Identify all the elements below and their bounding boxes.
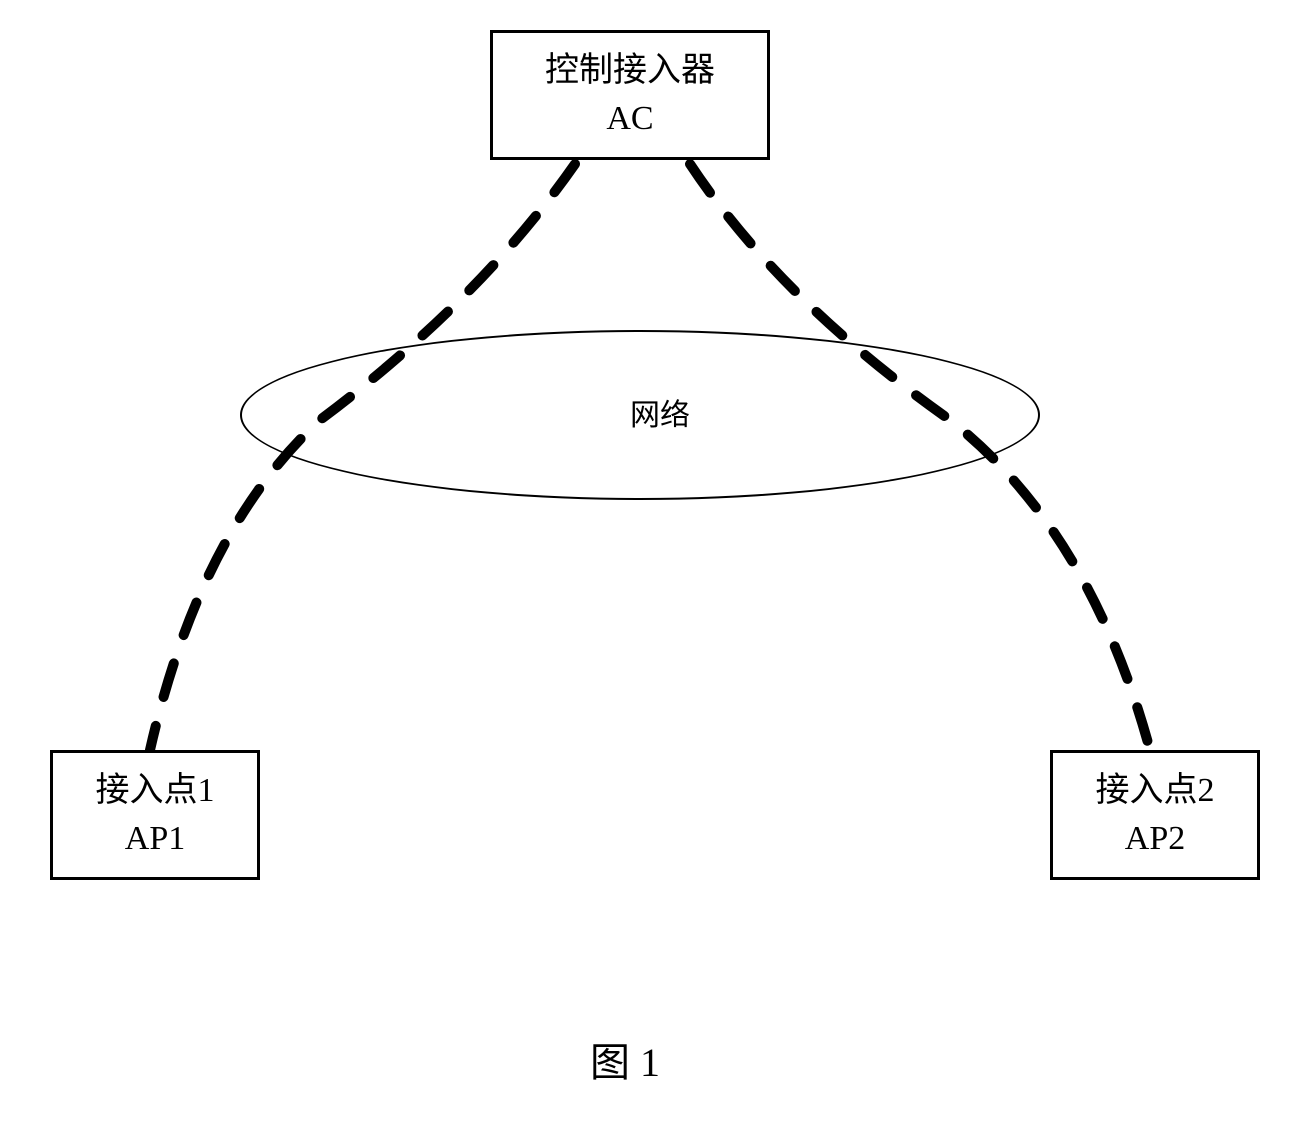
node-ap1-label-en: AP1 bbox=[125, 815, 185, 863]
node-ap2-label-cn: 接入点2 bbox=[1096, 767, 1215, 815]
node-ac: 控制接入器 AC bbox=[490, 30, 770, 160]
node-ac-label-en: AC bbox=[606, 95, 653, 143]
node-ap2: 接入点2 AP2 bbox=[1050, 750, 1260, 880]
node-ap1: 接入点1 AP1 bbox=[50, 750, 260, 880]
network-diagram: 网络 控制接入器 AC 接入点1 AP1 接入点2 AP2 图 1 bbox=[0, 0, 1302, 1131]
edges-layer bbox=[0, 0, 1302, 1131]
figure-caption: 图 1 bbox=[590, 1030, 660, 1088]
node-ap1-label-cn: 接入点1 bbox=[96, 767, 215, 815]
node-ac-label-cn: 控制接入器 bbox=[545, 47, 715, 95]
node-ap2-label-en: AP2 bbox=[1125, 815, 1185, 863]
network-label: 网络 bbox=[630, 390, 690, 434]
